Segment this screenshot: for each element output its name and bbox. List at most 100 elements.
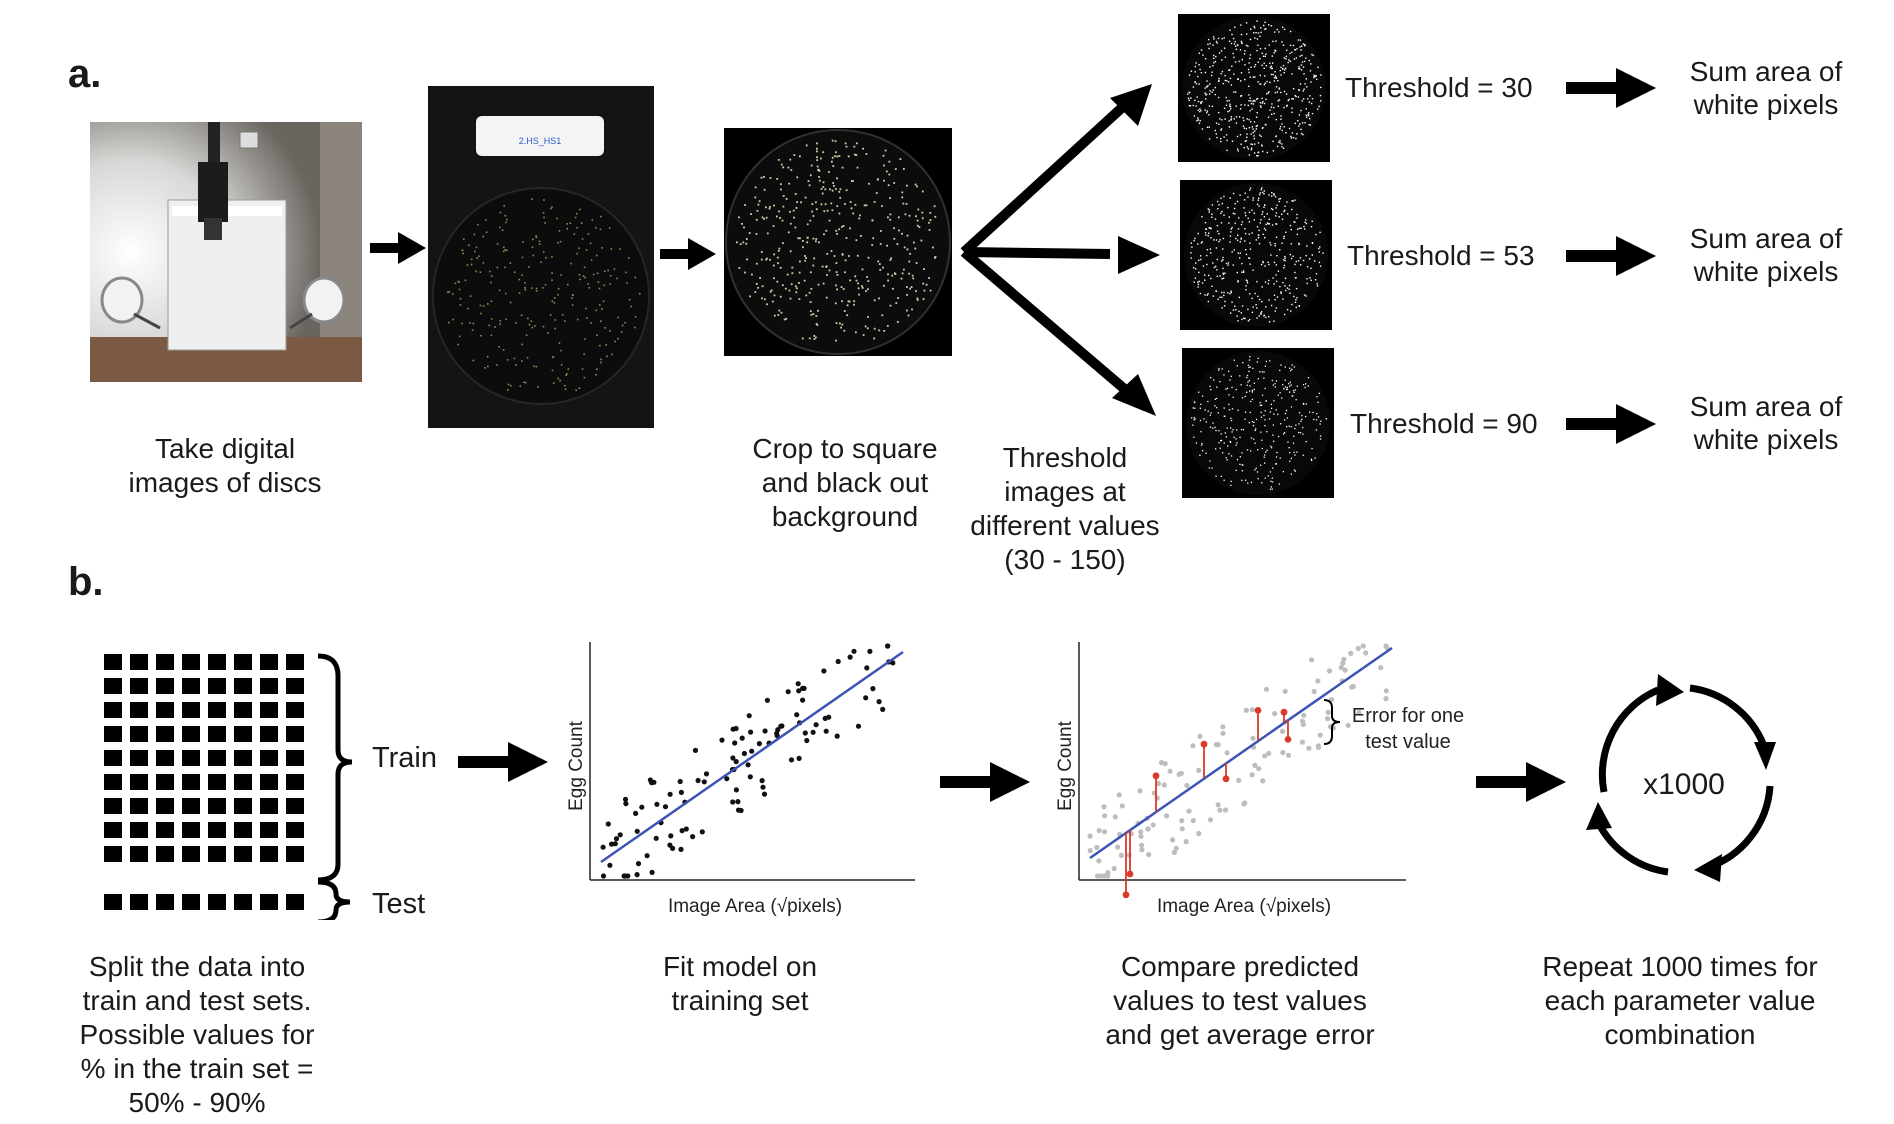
train-point <box>617 832 623 838</box>
train-point <box>703 771 710 777</box>
train-point <box>1137 788 1143 794</box>
train-point <box>1222 807 1229 813</box>
fit-x-axis-label: Image Area (√pixels) <box>668 896 842 917</box>
train-point <box>1139 842 1145 848</box>
train-data-square <box>234 702 252 718</box>
test-data-square <box>130 894 148 910</box>
train-point <box>847 654 853 660</box>
train-point <box>621 873 627 879</box>
train-point <box>1094 844 1100 850</box>
train-point <box>1262 753 1268 759</box>
train-data-square <box>208 654 226 670</box>
train-point <box>759 778 765 784</box>
train-point <box>794 712 800 718</box>
train-point <box>1207 817 1214 823</box>
regression-line <box>1089 646 1393 860</box>
train-point <box>788 757 795 763</box>
threshold-30-label: Threshold = 30 <box>1345 72 1533 103</box>
test-label: Test <box>372 888 426 920</box>
train-point <box>1383 643 1389 649</box>
train-point <box>1102 829 1108 835</box>
train-point <box>1179 826 1185 832</box>
fit-model-scatter: Egg Count Image Area (√pixels) <box>566 642 915 917</box>
train-point <box>760 784 766 790</box>
train-data-square <box>104 678 122 694</box>
train-data-square <box>260 846 278 862</box>
repeat-caption: Repeat 1000 times for each parameter val… <box>1542 951 1818 1050</box>
train-point <box>1145 826 1151 832</box>
train-point <box>1111 865 1117 872</box>
imaging-setup-photo <box>90 122 362 382</box>
train-data-square <box>156 702 174 718</box>
train-point <box>733 787 739 793</box>
train-point <box>1383 696 1389 702</box>
train-point <box>735 799 741 805</box>
train-data-square <box>130 750 148 766</box>
train-point <box>1241 801 1247 807</box>
cropped-disc-speckles <box>736 139 937 342</box>
test-point <box>1254 707 1262 714</box>
train-point <box>667 791 673 797</box>
train-point <box>1260 778 1266 784</box>
train-point <box>1220 724 1226 730</box>
train-point <box>600 844 606 850</box>
train-point <box>649 869 655 875</box>
train-data-square <box>234 726 252 742</box>
train-point <box>1171 849 1177 855</box>
train-point <box>730 755 736 761</box>
train-data-square <box>130 798 148 814</box>
train-point <box>605 821 611 827</box>
train-point <box>625 873 631 879</box>
test-brace <box>317 879 351 920</box>
train-data-square <box>286 774 304 790</box>
train-data-square <box>182 702 200 718</box>
train-data-square <box>208 702 226 718</box>
train-point <box>785 689 791 695</box>
train-data-square <box>208 774 226 790</box>
step-threshold-caption: Threshold images at different values (30… <box>970 442 1160 575</box>
train-point <box>1250 735 1256 741</box>
error-brace <box>1323 699 1341 745</box>
train-point <box>1116 792 1122 798</box>
train-point <box>800 697 806 703</box>
train-point <box>795 681 801 687</box>
train-point <box>778 723 784 729</box>
train-point <box>683 826 689 832</box>
train-point <box>1138 833 1144 839</box>
train-point <box>1087 848 1093 854</box>
test-point <box>1222 775 1230 783</box>
train-data-square <box>156 774 174 790</box>
test-data-square <box>208 894 226 910</box>
cropped-disc-image <box>724 128 952 356</box>
test-data-square <box>104 894 122 910</box>
train-point <box>1348 650 1354 656</box>
train-point <box>695 777 701 784</box>
train-data-square <box>260 654 278 670</box>
train-point <box>864 665 870 671</box>
train-data-square <box>286 702 304 718</box>
train-point <box>1119 803 1125 809</box>
train-point <box>1350 683 1356 690</box>
train-point <box>1115 844 1121 850</box>
train-data-square <box>182 846 200 862</box>
train-data-square <box>286 726 304 742</box>
train-point <box>1315 743 1321 749</box>
train-data-square <box>260 726 278 742</box>
train-point <box>1162 761 1168 767</box>
train-point <box>692 747 699 753</box>
train-point <box>1112 814 1118 820</box>
cycle-arrowhead <box>1754 742 1776 770</box>
train-point <box>678 789 684 795</box>
train-data-square <box>260 678 278 694</box>
train-point <box>834 733 840 739</box>
error-annotation-line2: test value <box>1365 731 1451 753</box>
train-point <box>761 791 768 797</box>
train-point <box>1101 804 1107 810</box>
step-capture-caption: Take digital images of discs <box>128 433 322 498</box>
sum-area-result-30: Sum area of white pixels <box>1689 56 1843 120</box>
train-point <box>1138 829 1144 835</box>
flow-arrow <box>1566 404 1656 444</box>
train-data-square <box>234 798 252 814</box>
cycle-label: x1000 <box>1643 768 1725 801</box>
train-point <box>1249 707 1255 713</box>
